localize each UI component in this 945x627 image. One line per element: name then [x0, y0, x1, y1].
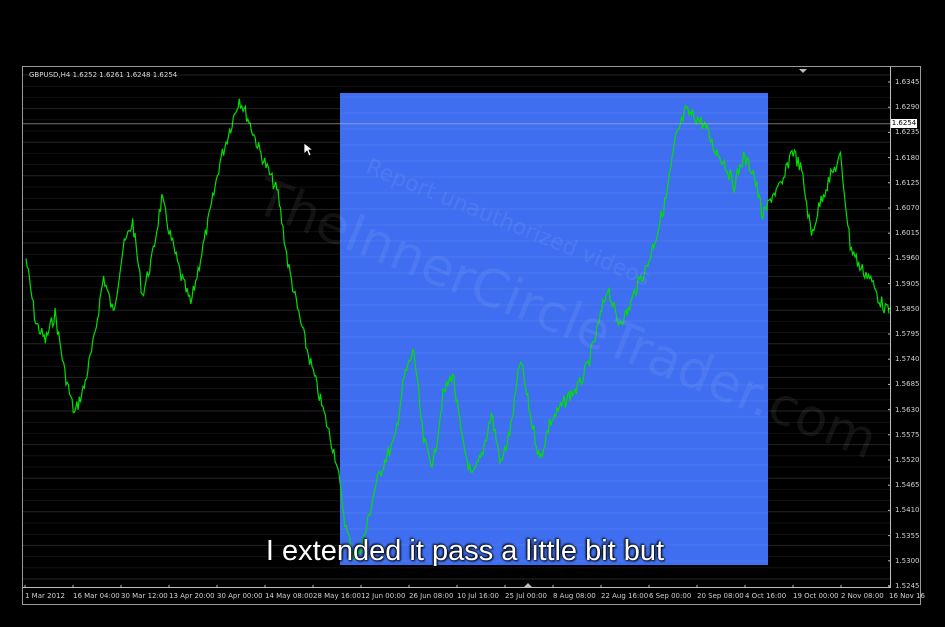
current-price-label: 1.6254 [891, 119, 917, 129]
time-tick-label: 19 Oct 00:00 [793, 592, 839, 600]
mouse-pointer-icon [304, 143, 314, 157]
time-tick-label: 16 Nov 16 [889, 592, 925, 600]
price-tick-label: 1.5740 [895, 355, 920, 364]
time-tick-label: 1 Mar 2012 [25, 592, 65, 600]
price-tick-label: 1.5520 [895, 456, 920, 464]
price-series-line [25, 98, 890, 562]
price-tick-label: 1.5575 [895, 430, 920, 439]
time-tick-label: 12 Jun 00:00 [361, 592, 406, 600]
time-tick-label: 30 Apr 00:00 [217, 592, 263, 600]
time-tick-label: 16 Mar 04:00 [73, 592, 120, 600]
time-tick-label: 28 May 16:00 [313, 592, 362, 600]
price-tick-label: 1.5960 [895, 254, 920, 263]
chart-shift-marker[interactable] [799, 69, 807, 73]
time-tick-label: 4 Oct 16:00 [745, 592, 787, 600]
time-tick-label: 30 Mar 12:00 [121, 592, 168, 600]
price-chart-plot[interactable]: GBPUSD,H4 1.6252 1.6261 1.6248 1.6254 Re… [23, 67, 891, 588]
price-tick-label: 1.6235 [895, 128, 920, 137]
time-tick-label: 6 Sep 00:00 [649, 592, 692, 600]
price-tick-label: 1.5355 [895, 531, 920, 540]
price-tick-label: 1.6070 [895, 204, 920, 212]
time-tick-label: 25 Jul 00:00 [505, 592, 547, 600]
time-tick-label: 20 Sep 08:00 [697, 592, 744, 600]
price-tick-label: 1.5465 [895, 481, 920, 490]
time-tick-label: 2 Nov 08:00 [841, 592, 884, 600]
price-tick-label: 1.5685 [895, 380, 920, 389]
highlight-rectangle [340, 93, 768, 565]
chart-end-marker[interactable] [524, 583, 532, 587]
price-tick-label: 1.5410 [895, 506, 920, 515]
price-chart-svg [23, 74, 890, 587]
price-tick-label: 1.6015 [895, 229, 920, 238]
price-tick-label: 1.6125 [895, 178, 920, 187]
time-tick-label: 10 Jul 16:00 [457, 592, 499, 600]
price-tick-label: 1.5245 [895, 582, 920, 590]
price-tick-label: 1.5905 [895, 279, 920, 288]
time-tick-label: 13 Apr 20:00 [169, 592, 215, 600]
time-tick-label: 26 Jun 08:00 [409, 592, 454, 600]
time-tick-label: 14 May 08:00 [265, 592, 314, 600]
price-tick-label: 1.5850 [895, 304, 920, 313]
chart-window[interactable]: GBPUSD,H4 1.6252 1.6261 1.6248 1.6254 Re… [22, 66, 925, 605]
price-tick-label: 1.5630 [895, 405, 920, 414]
price-tick-label: 1.5795 [895, 330, 920, 338]
symbol-info: GBPUSD,H4 1.6252 1.6261 1.6248 1.6254 [29, 71, 178, 79]
time-tick-label: 8 Aug 08:00 [553, 592, 596, 600]
price-tick-label: 1.6180 [895, 153, 920, 162]
price-tick-label: 1.6290 [895, 103, 920, 112]
time-tick-label: 22 Aug 16:00 [601, 592, 649, 600]
price-tick-label: 1.6345 [895, 78, 920, 86]
price-tick-label: 1.5300 [895, 556, 920, 565]
